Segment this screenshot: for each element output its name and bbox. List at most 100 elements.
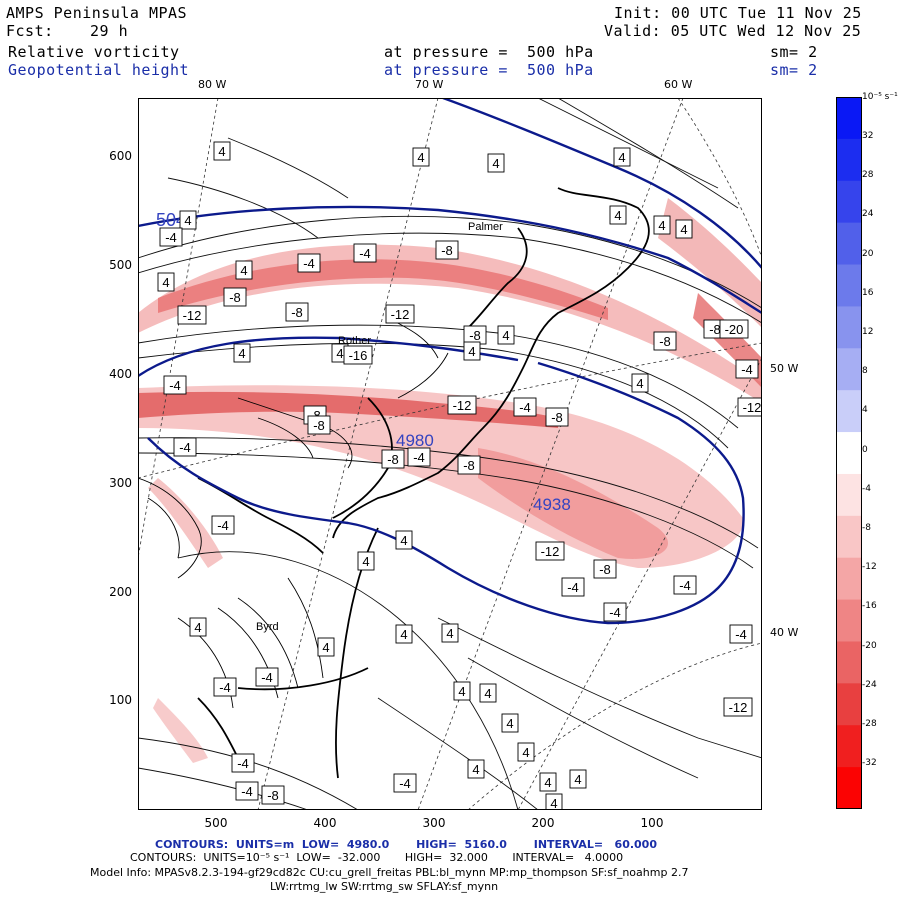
model-info: Model Info: MPASv8.2.3-194-gf29cd82c CU:… bbox=[90, 866, 689, 879]
model-title: AMPS Peninsula MPAS bbox=[6, 4, 188, 22]
vorticity-label: 4 bbox=[395, 530, 413, 550]
colorbar-cell bbox=[836, 97, 862, 140]
x-tick-400: 400 bbox=[313, 816, 337, 830]
vorticity-label: -4 bbox=[255, 667, 279, 687]
svg-text:4: 4 bbox=[472, 762, 479, 777]
svg-text:-8: -8 bbox=[709, 322, 721, 337]
vorticity-label: 4 bbox=[501, 713, 519, 733]
height-contour-info: CONTOURS: UNITS=m LOW= 4980.0 HIGH= 5160… bbox=[155, 838, 657, 851]
svg-text:4: 4 bbox=[574, 772, 581, 787]
vorticity-label: -4 bbox=[231, 753, 255, 773]
colorbar-cell bbox=[836, 264, 862, 307]
colorbar-tick-label: 28 bbox=[862, 170, 874, 181]
vorticity-label: -16 bbox=[343, 345, 373, 365]
vorticity-label: -4 bbox=[235, 781, 259, 801]
vorticity-label: -8 bbox=[545, 407, 569, 427]
svg-text:-4: -4 bbox=[359, 246, 371, 261]
svg-text:-8: -8 bbox=[291, 305, 303, 320]
vorticity-label: -8 bbox=[653, 331, 677, 351]
svg-text:4: 4 bbox=[446, 626, 453, 641]
colorbar-cell bbox=[836, 390, 862, 433]
svg-text:-8: -8 bbox=[441, 243, 453, 258]
valid-time: Valid: 05 UTC Wed 12 Nov 25 bbox=[604, 22, 862, 40]
svg-text:4: 4 bbox=[680, 222, 687, 237]
vorticity-label: -4 bbox=[407, 447, 431, 467]
svg-text:-8: -8 bbox=[387, 452, 399, 467]
y-tick-600: 600 bbox=[109, 149, 132, 163]
vorticity-contour-info: CONTOURS: UNITS=10⁻⁵ s⁻¹ LOW= -32.000 HI… bbox=[130, 851, 624, 864]
svg-text:-12: -12 bbox=[541, 544, 560, 559]
svg-text:-4: -4 bbox=[241, 784, 253, 799]
svg-text:4: 4 bbox=[417, 150, 424, 165]
colorbar-cell bbox=[836, 683, 862, 726]
colorbar-tick-label: -24 bbox=[862, 679, 877, 690]
vorticity-label: 4 bbox=[545, 793, 563, 810]
field1-smoothing: sm= 2 bbox=[770, 43, 818, 61]
svg-text:-4: -4 bbox=[219, 680, 231, 695]
vorticity-label: 4 bbox=[463, 341, 481, 361]
svg-text:4: 4 bbox=[400, 533, 407, 548]
colorbar-cell bbox=[836, 641, 862, 684]
colorbar-cell bbox=[836, 725, 862, 768]
colorbar-cell bbox=[836, 515, 862, 559]
colorbar-tick-label: -12 bbox=[862, 562, 877, 573]
colorbar-tick-label: -28 bbox=[862, 719, 877, 729]
vorticity-label: -4 bbox=[213, 677, 237, 697]
field2-smoothing: sm= 2 bbox=[770, 61, 818, 79]
y-tick-400: 400 bbox=[109, 367, 132, 381]
svg-text:-4: -4 bbox=[217, 518, 229, 533]
init-time: Init: 00 UTC Tue 11 Nov 25 bbox=[614, 4, 862, 22]
vorticity-label: -12 bbox=[737, 397, 762, 417]
svg-text:-12: -12 bbox=[453, 398, 472, 413]
vorticity-label: -4 bbox=[211, 515, 235, 535]
svg-text:-4: -4 bbox=[399, 776, 411, 791]
svg-text:4: 4 bbox=[362, 554, 369, 569]
vorticity-label: -4 bbox=[297, 253, 321, 273]
vorticity-label: 4 bbox=[179, 210, 197, 230]
svg-text:4: 4 bbox=[614, 208, 621, 223]
lon-label-70w: 70 W bbox=[415, 78, 444, 91]
vorticity-label: -8 bbox=[261, 785, 285, 805]
colorbar-cell bbox=[836, 180, 862, 224]
svg-text:-4: -4 bbox=[567, 580, 579, 595]
svg-text:-12: -12 bbox=[743, 400, 762, 415]
svg-text:4: 4 bbox=[506, 716, 513, 731]
svg-text:-12: -12 bbox=[729, 700, 748, 715]
vorticity-label: 4 bbox=[467, 759, 485, 779]
field1-name: Relative vorticity bbox=[8, 43, 180, 61]
svg-text:4: 4 bbox=[618, 150, 625, 165]
vorticity-label: -4 bbox=[159, 227, 183, 247]
svg-text:4: 4 bbox=[658, 218, 665, 233]
vorticity-map: 5040 4980 4938 Palmer Rother Byrd 4 4 4 444… bbox=[138, 98, 762, 810]
svg-text:4: 4 bbox=[636, 376, 643, 391]
svg-text:4: 4 bbox=[550, 796, 557, 810]
vorticity-label: 4 bbox=[675, 219, 693, 239]
vorticity-label: 4 bbox=[517, 742, 535, 762]
svg-text:4: 4 bbox=[238, 346, 245, 361]
vorticity-label: 4 bbox=[189, 617, 207, 637]
vorticity-label: 4 bbox=[317, 637, 335, 657]
vorticity-label: 4 bbox=[235, 260, 253, 280]
vorticity-label: -4 bbox=[561, 577, 585, 597]
model-info-line2: LW:rrtmg_lw SW:rrtmg_sw SFLAY:sf_mynn bbox=[270, 880, 499, 893]
lon-label-60w: 60 W bbox=[664, 78, 693, 91]
vorticity-label: 4 bbox=[213, 141, 231, 161]
svg-text:-8: -8 bbox=[229, 290, 241, 305]
svg-text:-4: -4 bbox=[169, 378, 181, 393]
svg-text:4: 4 bbox=[544, 775, 551, 790]
svg-text:4: 4 bbox=[522, 745, 529, 760]
svg-text:-8: -8 bbox=[551, 410, 563, 425]
vorticity-label: -4 bbox=[729, 624, 753, 644]
colorbar-tick-label: 4 bbox=[862, 405, 868, 416]
field2-level: at pressure = 500 hPa bbox=[384, 61, 594, 79]
vorticity-label: 4 bbox=[395, 624, 413, 644]
colorbar-tick-label: 20 bbox=[862, 248, 874, 259]
place-palmer: Palmer bbox=[468, 221, 503, 233]
vorticity-label: -8 bbox=[593, 559, 617, 579]
svg-text:-16: -16 bbox=[349, 348, 368, 363]
svg-text:4: 4 bbox=[322, 640, 329, 655]
vorticity-label: -4 bbox=[353, 243, 377, 263]
colorbar-cell bbox=[836, 222, 862, 266]
vorticity-label: -8 bbox=[381, 449, 405, 469]
vorticity-label: -12 bbox=[177, 305, 207, 325]
